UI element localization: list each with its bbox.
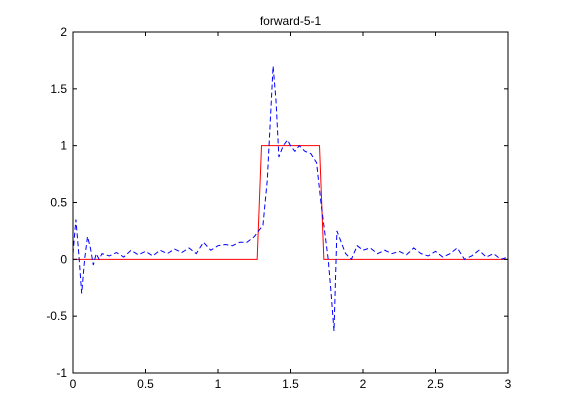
ticks-layer: 0 0.5 1 1.5 2 2.5 3 -1 -0.5 0 0.5 1 1.5 2 [46,25,511,391]
y-tick-label: 2 [60,25,67,39]
x-tick-label: 1 [215,377,222,391]
x-tick-label: 0 [70,377,77,391]
chart-title: forward-5-1 [260,14,322,28]
x-tick-label: 0.5 [137,377,154,391]
plot-area [73,32,508,373]
series-layer [73,66,508,331]
y-tick-label: 1.5 [50,82,67,96]
y-tick-label: 0.5 [50,196,67,210]
series-line-dashed-blue [73,66,508,331]
x-tick-label: 2 [360,377,367,391]
x-tick-label: 3 [505,377,512,391]
x-tick-label: 2.5 [427,377,444,391]
y-tick-label: -0.5 [46,309,67,323]
y-tick-label: 1 [60,139,67,153]
x-tick-label: 1.5 [282,377,299,391]
y-tick-label: -1 [56,366,67,380]
y-tick-label: 0 [60,252,67,266]
